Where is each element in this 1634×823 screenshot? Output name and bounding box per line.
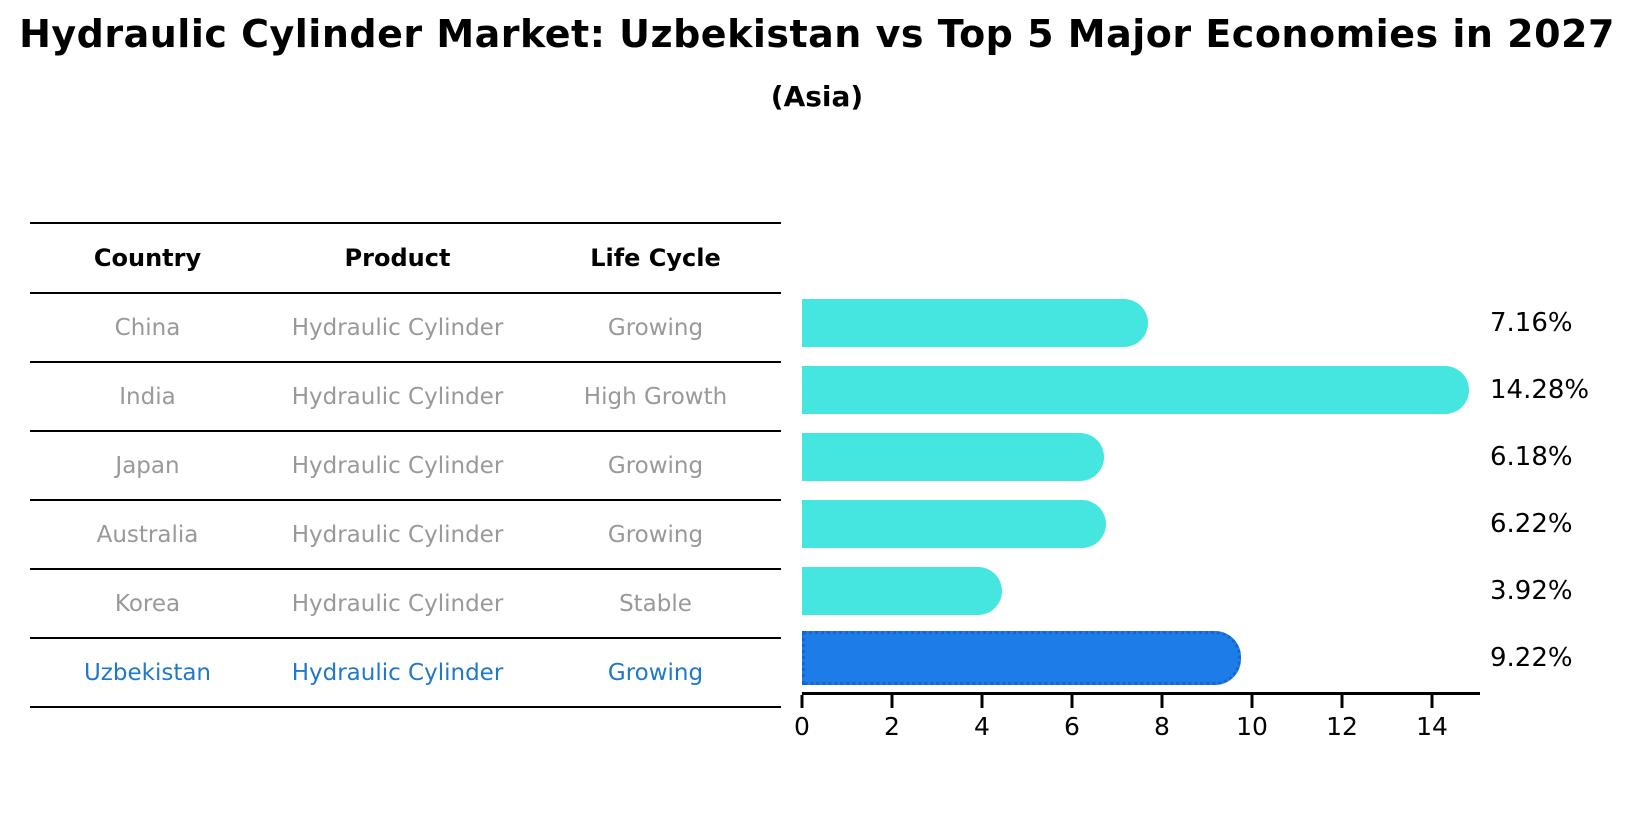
- x-axis-tick-label: 12: [1326, 712, 1358, 741]
- table-row-india: India Hydraulic Cylinder High Growth: [30, 363, 781, 432]
- x-axis-tick: [1340, 695, 1344, 708]
- country-cell: Japan: [115, 452, 180, 479]
- country-cell: Australia: [96, 521, 199, 548]
- chart-subtitle: (Asia): [770, 80, 864, 113]
- table-row-korea: Korea Hydraulic Cylinder Stable: [30, 570, 781, 639]
- lifecycle-cell: Growing: [607, 521, 704, 548]
- lifecycle-cell: Growing: [607, 452, 704, 479]
- x-axis-line: [802, 692, 1480, 695]
- column-header-product: Product: [344, 244, 451, 272]
- product-cell: Hydraulic Cylinder: [291, 659, 504, 686]
- x-axis-tick: [980, 695, 984, 708]
- x-axis-tick: [1160, 695, 1164, 708]
- table-row-japan: Japan Hydraulic Cylinder Growing: [30, 432, 781, 501]
- country-cell: Korea: [114, 590, 181, 617]
- country-cell: China: [114, 314, 181, 341]
- country-cell: India: [119, 383, 176, 410]
- table-row-australia: Australia Hydraulic Cylinder Growing: [30, 501, 781, 570]
- table-header-row: Country Product Life Cycle: [30, 224, 781, 294]
- x-axis-tick: [800, 695, 804, 708]
- x-axis-tick-label: 10: [1236, 712, 1268, 741]
- country-info-table: Country Product Life Cycle China Hydraul…: [30, 222, 781, 708]
- x-axis-tick-label: 14: [1416, 712, 1448, 741]
- table-row-china: China Hydraulic Cylinder Growing: [30, 294, 781, 363]
- x-axis-tick-label: 2: [884, 712, 900, 741]
- product-cell: Hydraulic Cylinder: [291, 521, 504, 548]
- bar-australia: [802, 499, 1106, 548]
- bar-korea: [802, 566, 1003, 615]
- x-axis-tick-label: 0: [794, 712, 810, 741]
- x-axis-tick-label: 4: [974, 712, 990, 741]
- x-axis-tick: [1430, 695, 1434, 708]
- lifecycle-cell: Growing: [607, 659, 704, 686]
- product-cell: Hydraulic Cylinder: [291, 383, 504, 410]
- lifecycle-cell: High Growth: [583, 383, 728, 410]
- column-header-country: Country: [93, 244, 202, 272]
- bar-japan: [802, 432, 1105, 481]
- chart-title: Hydraulic Cylinder Market: Uzbekistan vs…: [19, 12, 1615, 56]
- value-label-australia: 6.22%: [1490, 508, 1573, 539]
- value-label-uzbekistan: 9.22%: [1490, 642, 1573, 673]
- value-label-korea: 3.92%: [1490, 575, 1573, 606]
- column-header-lifecycle: Life Cycle: [590, 244, 721, 272]
- country-cell: Uzbekistan: [83, 659, 212, 686]
- x-axis-tick-label: 6: [1064, 712, 1080, 741]
- x-axis-tick: [1250, 695, 1254, 708]
- value-label-japan: 6.18%: [1490, 441, 1573, 472]
- bar-india: [802, 365, 1469, 414]
- product-cell: Hydraulic Cylinder: [291, 590, 504, 617]
- x-axis-tick: [890, 695, 894, 708]
- product-cell: Hydraulic Cylinder: [291, 314, 504, 341]
- table-row-uzbekistan: Uzbekistan Hydraulic Cylinder Growing: [30, 639, 781, 708]
- product-cell: Hydraulic Cylinder: [291, 452, 504, 479]
- lifecycle-cell: Growing: [607, 314, 704, 341]
- lifecycle-cell: Stable: [619, 590, 692, 617]
- value-label-china: 7.16%: [1490, 307, 1573, 338]
- x-axis-tick-label: 8: [1154, 712, 1170, 741]
- value-label-india: 14.28%: [1490, 374, 1590, 405]
- bar-uzbekistan: [802, 630, 1241, 685]
- x-axis-tick: [1070, 695, 1074, 708]
- bar-china: [802, 298, 1149, 347]
